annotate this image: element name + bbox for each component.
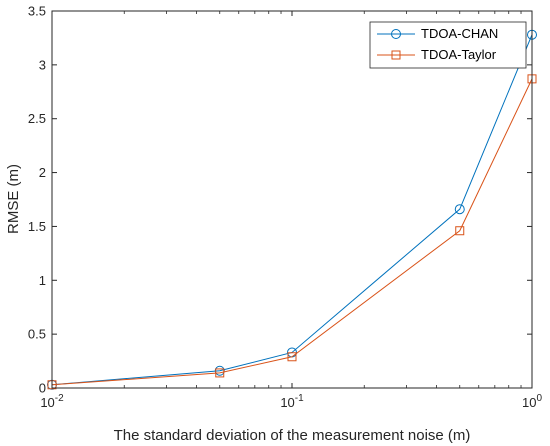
y-tick-label: 3 bbox=[39, 57, 46, 72]
plot-frame bbox=[51, 10, 533, 389]
y-tick-label: 0.5 bbox=[28, 327, 46, 342]
y-tick-label: 0 bbox=[39, 381, 46, 396]
x-tick-label: 10-2 bbox=[40, 393, 64, 410]
legend-label-chan: TDOA-CHAN bbox=[421, 26, 498, 41]
x-tick-label: 100 bbox=[522, 393, 542, 410]
data-point-taylor bbox=[215, 368, 225, 378]
y-tick-label: 3.5 bbox=[28, 4, 46, 19]
y-axis-label: RMSE (m) bbox=[5, 164, 22, 234]
y-tick-label: 1.5 bbox=[28, 219, 46, 234]
x-tick-label: 10-1 bbox=[280, 393, 304, 410]
data-point-chan bbox=[454, 204, 465, 215]
series-layer bbox=[47, 29, 537, 390]
x-tick-labels: 10-2 10-1 100 bbox=[40, 393, 542, 410]
y-tick-label: 2 bbox=[39, 165, 46, 180]
y-tick-label: 1 bbox=[39, 273, 46, 288]
legend: TDOA-CHAN TDOA-Taylor bbox=[369, 21, 527, 69]
series-line-taylor bbox=[51, 78, 533, 386]
legend-marker-chan bbox=[391, 29, 401, 39]
x-axis-label: The standard deviation of the measuremen… bbox=[114, 427, 471, 444]
legend-label-taylor: TDOA-Taylor bbox=[421, 47, 497, 62]
data-point-taylor bbox=[455, 226, 465, 236]
legend-marker-taylor bbox=[391, 50, 401, 60]
plot-background bbox=[52, 11, 532, 388]
y-tick-labels: 0 0.5 1 1.5 2 2.5 3 3.5 bbox=[28, 4, 46, 396]
y-tick-label: 2.5 bbox=[28, 111, 46, 126]
data-point-taylor bbox=[287, 352, 297, 362]
